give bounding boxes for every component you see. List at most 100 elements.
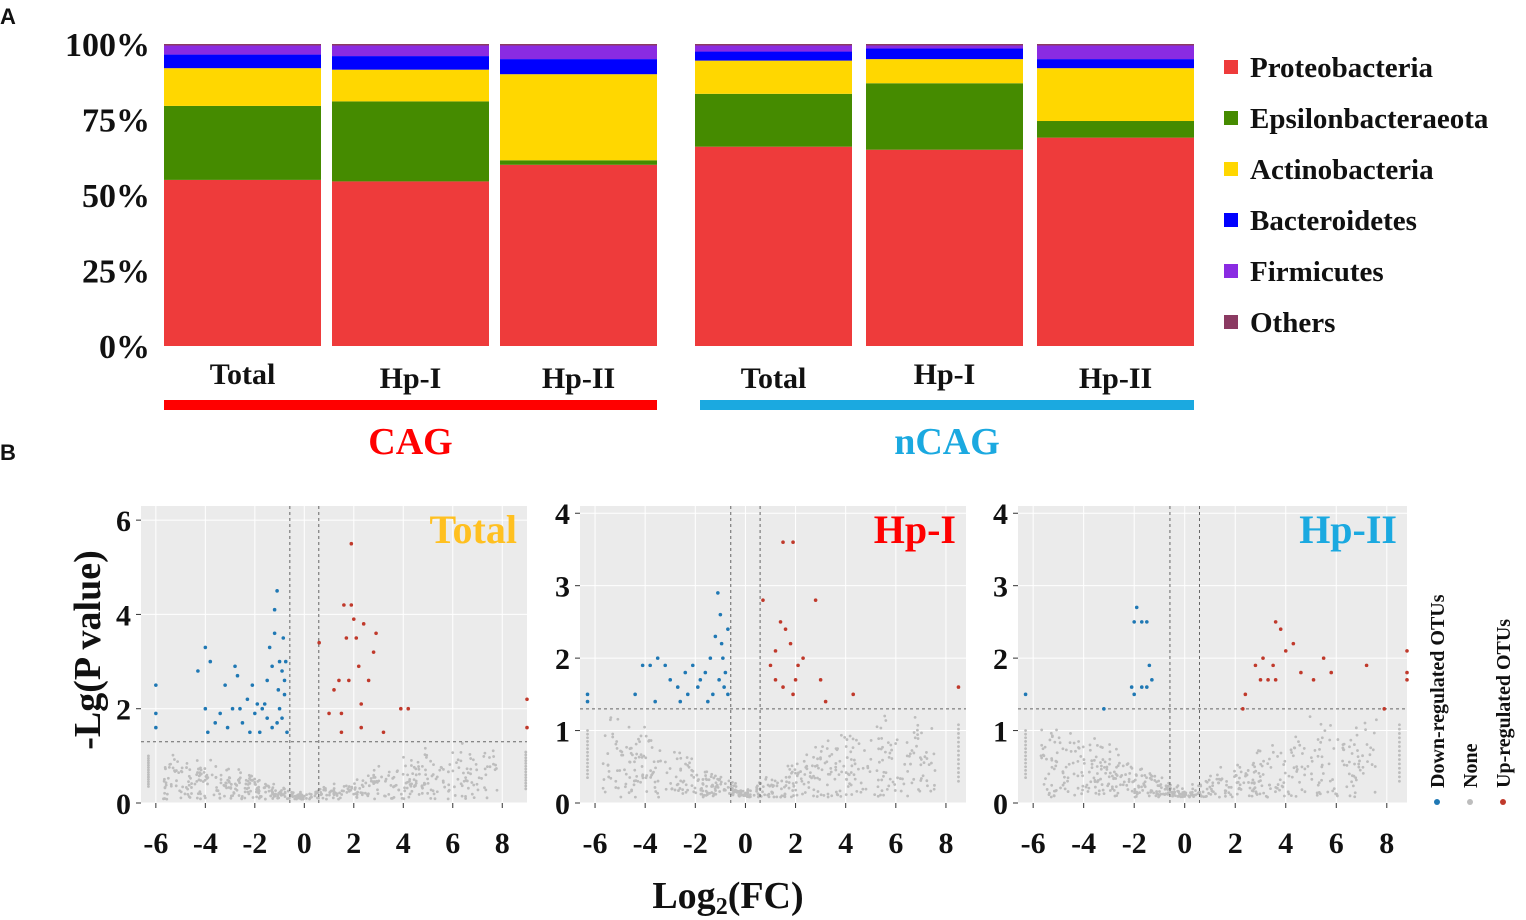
point-none	[1115, 765, 1118, 769]
point-none	[1061, 770, 1065, 774]
point-none	[957, 740, 960, 744]
point-none	[147, 761, 150, 765]
point-none	[602, 778, 606, 781]
point-none	[752, 793, 756, 797]
point-none	[644, 756, 648, 760]
point-none	[1398, 766, 1401, 770]
point-none	[891, 780, 895, 784]
point-up	[956, 685, 961, 689]
point-up	[381, 730, 386, 735]
point-none	[609, 776, 613, 780]
point-none	[453, 785, 456, 789]
point-none	[649, 769, 653, 773]
point-none	[915, 744, 918, 748]
point-none	[1049, 731, 1053, 735]
point-none	[264, 790, 268, 794]
point-none	[1320, 778, 1323, 782]
point-none	[246, 779, 250, 783]
point-none	[1326, 790, 1330, 794]
point-none	[776, 781, 779, 785]
point-none	[1135, 792, 1139, 796]
point-none	[1089, 780, 1093, 784]
point-none	[833, 777, 837, 781]
point-none	[1238, 776, 1241, 780]
point-none	[817, 766, 820, 770]
point-none	[403, 786, 406, 790]
point-none	[1323, 729, 1327, 733]
point-none	[1371, 748, 1375, 752]
point-none	[784, 784, 788, 787]
point-none	[775, 795, 779, 799]
point-none	[219, 778, 223, 781]
point-none	[1250, 789, 1254, 793]
point-none	[857, 742, 861, 746]
point-none	[1149, 789, 1153, 792]
point-none	[1087, 770, 1091, 774]
point-none	[674, 775, 678, 779]
point-down	[585, 692, 590, 697]
bar-ncag-hp-ii-firmicutes	[1037, 45, 1194, 60]
point-down	[277, 659, 282, 664]
point-none	[308, 792, 312, 796]
point-none	[1024, 754, 1027, 758]
point-none	[188, 768, 192, 772]
point-none	[425, 753, 429, 757]
point-none	[656, 779, 660, 783]
point-none	[845, 756, 849, 759]
point-down	[272, 631, 277, 636]
point-none	[271, 792, 274, 796]
point-up	[1405, 649, 1409, 653]
point-none	[257, 789, 261, 793]
point-none	[1133, 778, 1137, 782]
point-none	[358, 787, 362, 790]
point-none	[601, 786, 605, 790]
volcano-legend-dot-none	[1467, 799, 1473, 805]
point-up	[1271, 663, 1275, 668]
point-none	[1251, 778, 1255, 782]
point-none	[204, 775, 208, 778]
point-none	[851, 737, 855, 741]
point-none	[684, 762, 687, 766]
point-up	[1291, 641, 1296, 646]
point-none	[603, 790, 607, 794]
point-none	[187, 783, 191, 787]
point-none	[305, 797, 308, 800]
point-none	[1348, 745, 1351, 749]
point-none	[372, 768, 376, 772]
point-none	[524, 762, 528, 765]
point-none	[621, 753, 625, 757]
point-none	[1184, 791, 1188, 795]
point-none	[286, 789, 290, 793]
point-none	[1024, 765, 1027, 769]
point-none	[165, 797, 169, 801]
point-none	[166, 776, 170, 780]
x-tick-label: 4	[838, 827, 853, 860]
point-none	[761, 785, 765, 789]
point-none	[887, 755, 891, 759]
point-none	[418, 772, 421, 776]
point-none	[787, 786, 791, 790]
point-down	[1134, 605, 1139, 610]
point-none	[390, 797, 393, 800]
point-none	[853, 777, 857, 781]
point-none	[1052, 767, 1056, 771]
point-none	[1114, 785, 1118, 789]
point-up	[525, 725, 529, 730]
point-none	[171, 753, 175, 757]
point-none	[586, 772, 589, 776]
point-none	[749, 789, 752, 793]
point-none	[681, 792, 685, 795]
point-none	[1055, 728, 1058, 732]
point-none	[669, 782, 673, 785]
bar-category-label: Hp-I	[914, 358, 976, 391]
point-none	[483, 751, 487, 755]
point-none	[885, 787, 889, 791]
point-none	[884, 719, 888, 722]
bar-ncag-hp-ii-epsilonbacteraeota	[1037, 121, 1194, 138]
point-none	[1099, 761, 1102, 764]
point-none	[214, 775, 218, 779]
point-none	[203, 778, 207, 782]
point-none	[177, 771, 181, 775]
point-none	[1116, 791, 1120, 795]
point-none	[1320, 755, 1324, 759]
